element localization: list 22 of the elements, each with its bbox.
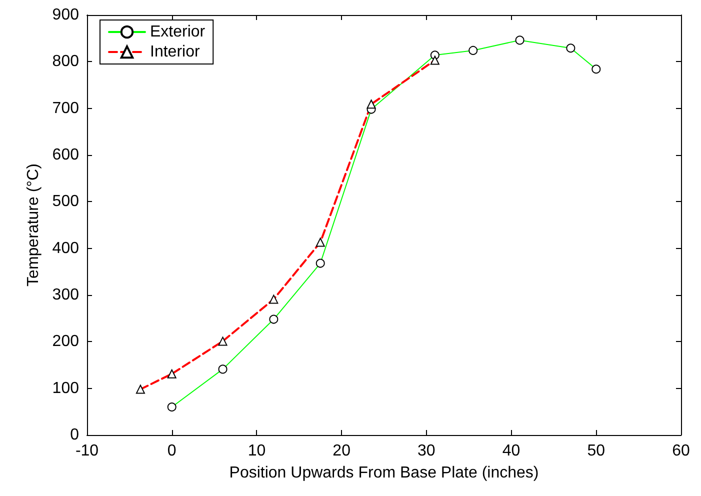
x-tick-label: 20 <box>332 442 351 460</box>
x-tick-label: 30 <box>418 442 436 460</box>
x-tick-label: 10 <box>248 442 266 460</box>
y-tick-label: 900 <box>52 6 80 24</box>
x-axis-title: Position Upwards From Base Plate (inches) <box>229 464 539 482</box>
y-tick-label: 700 <box>52 100 80 117</box>
x-tick-label: 60 <box>672 442 690 460</box>
y-tick-label: 300 <box>52 286 80 304</box>
x-tick-label: -10 <box>75 442 99 460</box>
y-tick-label: 200 <box>52 333 80 350</box>
y-tick-label: 800 <box>52 53 80 70</box>
legend-label: Interior <box>150 44 200 60</box>
y-tick-label: 600 <box>52 146 80 164</box>
y-tick-label: 100 <box>52 380 80 397</box>
legend-label: Exterior <box>150 24 206 40</box>
y-axis-title: Temperature (°C) <box>24 164 42 286</box>
y-tick-label: 400 <box>52 240 80 257</box>
y-tick-label: 500 <box>52 193 80 210</box>
y-tick-label: 0 <box>70 426 80 444</box>
x-tick-label: 50 <box>587 442 606 460</box>
x-tick-label: 0 <box>167 442 176 460</box>
x-tick-label: 40 <box>502 442 520 460</box>
